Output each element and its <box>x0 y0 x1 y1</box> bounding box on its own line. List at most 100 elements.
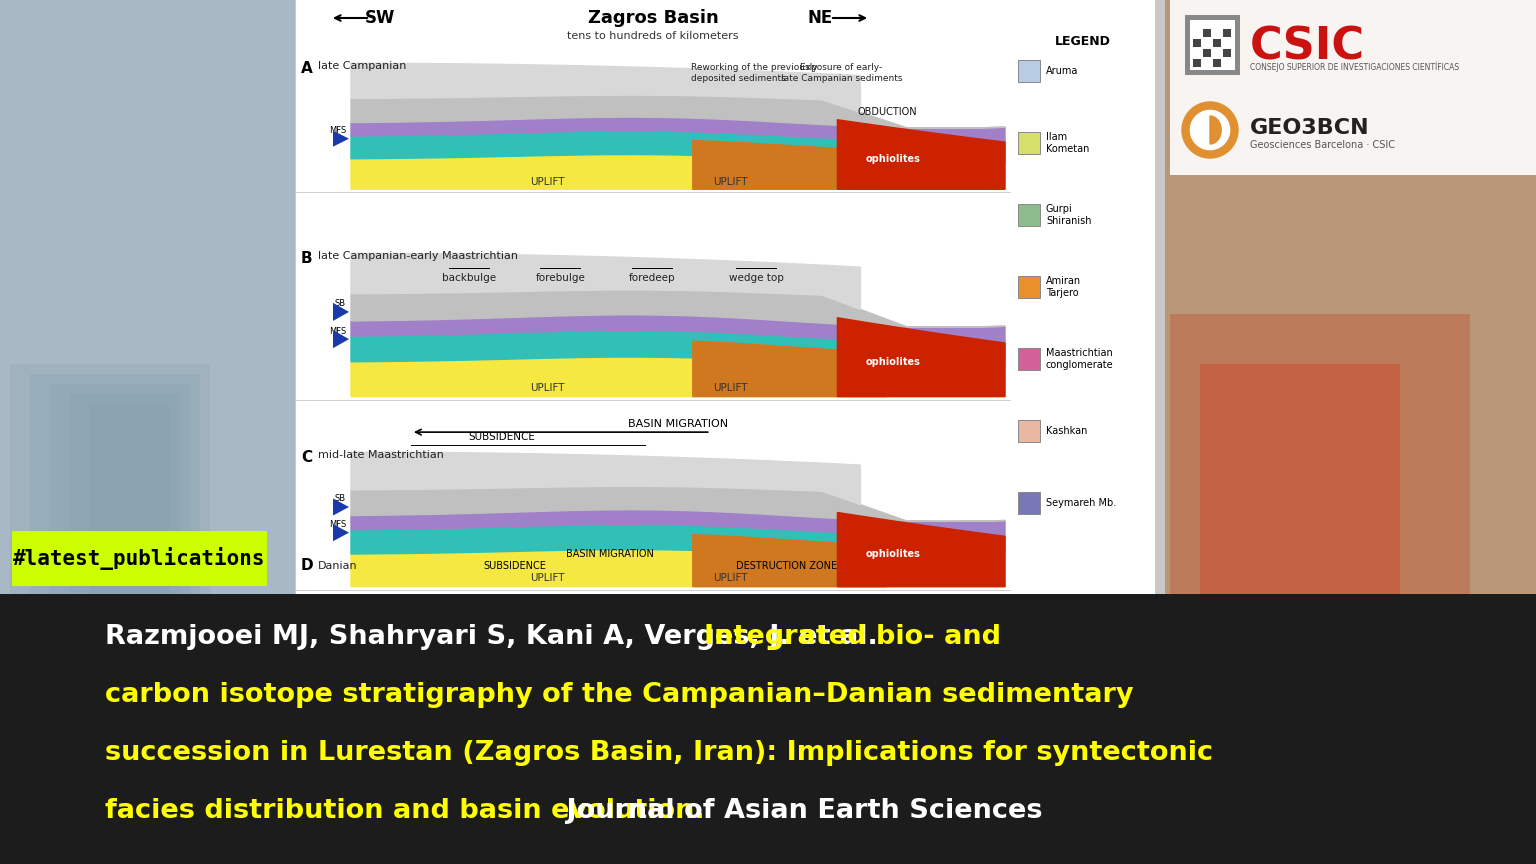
Text: Integrated bio- and: Integrated bio- and <box>705 624 1001 650</box>
Text: ophiolites: ophiolites <box>866 154 920 164</box>
Text: CONSEJO SUPERIOR DE INVESTIGACIONES CIENTÍFICAS: CONSEJO SUPERIOR DE INVESTIGACIONES CIEN… <box>1250 62 1459 73</box>
Bar <box>12 531 267 586</box>
Text: #latest_publications: #latest_publications <box>14 547 266 570</box>
Polygon shape <box>333 499 349 516</box>
Polygon shape <box>352 253 860 309</box>
Polygon shape <box>837 512 1005 587</box>
Bar <box>1018 492 1040 514</box>
Text: forebulge: forebulge <box>536 273 585 283</box>
Polygon shape <box>352 486 1005 521</box>
Text: SUBSIDENCE: SUBSIDENCE <box>484 561 547 571</box>
Text: Journal of Asian Earth Sciences: Journal of Asian Earth Sciences <box>558 798 1043 824</box>
Bar <box>0 594 1536 864</box>
Text: MFS: MFS <box>329 126 346 135</box>
Bar <box>1170 314 1470 814</box>
Text: Reworking of the previously
deposited sediments: Reworking of the previously deposited se… <box>691 63 817 83</box>
Bar <box>1018 276 1040 298</box>
Polygon shape <box>333 330 349 348</box>
Text: succession in Lurestan (Zagros Basin, Iran): Implications for syntectonic: succession in Lurestan (Zagros Basin, Ir… <box>104 740 1213 766</box>
Polygon shape <box>352 330 1005 366</box>
Bar <box>1200 364 1399 664</box>
Polygon shape <box>693 141 886 189</box>
Text: mid-late Maastrichtian: mid-late Maastrichtian <box>318 450 444 461</box>
Text: B: B <box>301 251 313 266</box>
Text: SB: SB <box>335 300 346 308</box>
Text: A: A <box>301 61 313 76</box>
Polygon shape <box>352 118 1005 141</box>
Bar <box>0 0 295 864</box>
Text: DESTRUCTION ZONE: DESTRUCTION ZONE <box>736 561 837 571</box>
Text: facies distribution and basin evolution.: facies distribution and basin evolution. <box>104 798 705 824</box>
Text: UPLIFT: UPLIFT <box>713 383 748 392</box>
Polygon shape <box>352 290 1005 327</box>
Bar <box>1018 60 1040 82</box>
Text: wedge top: wedge top <box>730 273 783 283</box>
Text: Seymareh Mb.: Seymareh Mb. <box>1046 498 1117 508</box>
Text: ophiolites: ophiolites <box>866 549 920 559</box>
Bar <box>1193 59 1201 67</box>
Polygon shape <box>352 63 860 112</box>
Bar <box>1184 15 1240 75</box>
Text: Amiran
Tarjero: Amiran Tarjero <box>1046 276 1081 298</box>
Bar <box>11 364 210 764</box>
Text: Kashkan: Kashkan <box>1046 426 1087 436</box>
Bar <box>31 374 200 734</box>
Bar <box>1203 29 1210 37</box>
Text: late Campanian: late Campanian <box>318 61 407 72</box>
Text: Gurpi
Shiranish: Gurpi Shiranish <box>1046 204 1092 226</box>
Polygon shape <box>352 452 860 505</box>
Polygon shape <box>1190 111 1230 149</box>
Text: Danian: Danian <box>318 561 358 571</box>
Polygon shape <box>352 357 1005 397</box>
Polygon shape <box>352 524 1005 558</box>
Polygon shape <box>333 303 349 321</box>
Bar <box>1164 0 1536 864</box>
Text: late Campanian-early Maastrichtian: late Campanian-early Maastrichtian <box>318 251 518 262</box>
Text: SW: SW <box>366 9 395 27</box>
Polygon shape <box>693 535 886 587</box>
Text: SB: SB <box>335 494 346 504</box>
Text: Exposure of early-
late Campanian sediments: Exposure of early- late Campanian sedime… <box>780 63 902 83</box>
Text: BASIN MIGRATION: BASIN MIGRATION <box>628 419 728 429</box>
Polygon shape <box>1183 102 1238 158</box>
Text: UPLIFT: UPLIFT <box>530 574 564 583</box>
Text: Maastrichtian
conglomerate: Maastrichtian conglomerate <box>1046 348 1114 370</box>
Polygon shape <box>352 131 1005 163</box>
Bar <box>1203 49 1210 57</box>
Polygon shape <box>352 510 1005 535</box>
Text: D: D <box>301 558 313 574</box>
Bar <box>51 384 190 704</box>
Text: UPLIFT: UPLIFT <box>713 574 748 583</box>
Bar <box>296 0 1155 594</box>
Bar <box>1018 204 1040 226</box>
Bar <box>91 404 170 644</box>
Text: ophiolites: ophiolites <box>866 357 920 367</box>
Text: carbon isotope stratigraphy of the Campanian–Danian sedimentary: carbon isotope stratigraphy of the Campa… <box>104 682 1134 708</box>
Text: foredeep: foredeep <box>628 273 676 283</box>
Text: SUBSIDENCE: SUBSIDENCE <box>468 432 535 442</box>
Polygon shape <box>333 130 349 147</box>
Polygon shape <box>352 550 1005 587</box>
Polygon shape <box>352 155 1005 189</box>
Text: NE: NE <box>808 9 833 27</box>
Polygon shape <box>837 120 1005 189</box>
Text: GEO3BCN: GEO3BCN <box>1250 118 1370 138</box>
Polygon shape <box>1210 116 1221 144</box>
Text: Zagros Basin: Zagros Basin <box>588 9 719 27</box>
Polygon shape <box>352 95 1005 128</box>
Text: backbulge: backbulge <box>442 273 496 283</box>
Text: tens to hundreds of kilometers: tens to hundreds of kilometers <box>567 31 739 41</box>
Polygon shape <box>333 524 349 541</box>
Text: OBDUCTION: OBDUCTION <box>857 107 917 117</box>
Bar <box>1223 49 1230 57</box>
Text: UPLIFT: UPLIFT <box>530 176 564 187</box>
Bar <box>1223 29 1230 37</box>
Text: Razmjooei MJ, Shahryari S, Kani A, Verges, J. et al.: Razmjooei MJ, Shahryari S, Kani A, Verge… <box>104 624 888 650</box>
Polygon shape <box>693 341 886 397</box>
Bar <box>1213 59 1221 67</box>
Bar <box>1018 132 1040 154</box>
Bar <box>1190 20 1235 70</box>
Polygon shape <box>352 314 1005 342</box>
Bar <box>1018 348 1040 370</box>
Bar <box>1170 0 1536 175</box>
